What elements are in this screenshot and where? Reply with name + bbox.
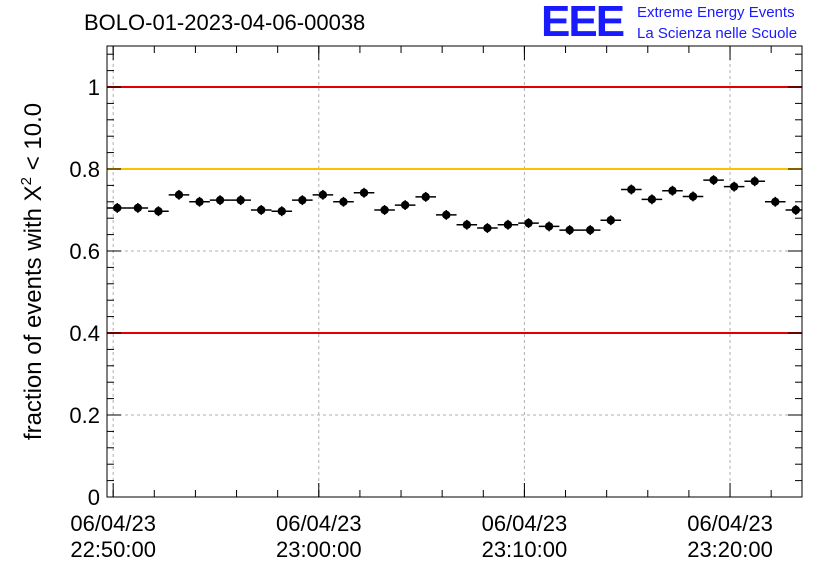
point-marker xyxy=(277,207,286,216)
data-point xyxy=(250,205,272,215)
data-point xyxy=(785,205,802,215)
y-tick-label: 0.4 xyxy=(69,321,100,346)
point-marker xyxy=(215,195,225,205)
y-tick-label: 0.2 xyxy=(69,403,100,428)
point-marker xyxy=(729,182,739,191)
data-point xyxy=(209,195,231,206)
plot-frame xyxy=(106,45,803,498)
y-tick-label: 0.8 xyxy=(69,157,100,182)
data-point xyxy=(435,210,457,220)
chart-title: BOLO-01-2023-04-06-00038 xyxy=(84,10,366,35)
data-point xyxy=(518,218,539,229)
point-marker xyxy=(380,205,389,215)
logo-line-2: La Scienza nelle Scuole xyxy=(637,25,798,42)
x-tick-label-date: 06/04/23 xyxy=(70,511,156,536)
point-marker xyxy=(318,190,328,200)
x-tick-label-time: 23:20:00 xyxy=(687,537,773,562)
point-marker xyxy=(791,205,801,215)
point-marker xyxy=(771,197,780,206)
data-point xyxy=(621,184,642,195)
data-point xyxy=(168,189,190,200)
data-point xyxy=(477,223,498,233)
point-marker xyxy=(462,220,472,229)
data-point xyxy=(456,219,478,230)
data-point xyxy=(538,221,560,232)
data-point xyxy=(292,195,313,206)
data-point xyxy=(333,196,354,207)
point-marker xyxy=(359,188,369,197)
x-tick-label-time: 22:50:00 xyxy=(70,537,156,562)
data-point xyxy=(230,195,251,206)
data-point xyxy=(127,203,149,213)
data-point xyxy=(374,205,395,215)
point-marker xyxy=(668,186,677,195)
data-point xyxy=(703,175,724,185)
eee-logo: EEE Extreme Energy Events La Scienza nel… xyxy=(541,0,831,46)
point-marker xyxy=(565,225,574,235)
point-marker xyxy=(544,222,554,231)
point-marker xyxy=(195,197,204,206)
data-points xyxy=(107,175,802,236)
data-point xyxy=(662,185,683,196)
y-tick-label: 0 xyxy=(88,485,100,510)
x-tick-label-date: 06/04/23 xyxy=(276,511,362,536)
point-marker xyxy=(400,200,410,210)
y-tick-label: 0.6 xyxy=(69,239,100,264)
point-marker xyxy=(339,197,348,206)
eee-logo-mark: EEE xyxy=(541,0,625,46)
axis-ticks xyxy=(107,46,802,498)
data-point xyxy=(641,194,663,205)
data-point xyxy=(394,200,416,210)
y-axis-title-main: fraction of events with X xyxy=(20,185,47,440)
x-tick-label-time: 23:00:00 xyxy=(276,537,362,562)
data-point xyxy=(682,191,704,202)
data-point xyxy=(312,189,334,200)
data-point xyxy=(271,206,293,217)
data-point xyxy=(189,196,210,207)
point-marker xyxy=(133,203,143,213)
grid xyxy=(107,46,802,497)
data-point xyxy=(744,176,765,187)
data-point xyxy=(497,219,519,230)
x-tick-label-date: 06/04/23 xyxy=(687,511,773,536)
y-axis-title-superscript: 2 xyxy=(18,177,35,185)
point-marker xyxy=(257,205,266,215)
x-tick-labels: 06/04/2322:50:0006/04/2323:00:0006/04/23… xyxy=(70,511,773,562)
y-tick-label: 1 xyxy=(88,75,100,100)
data-point xyxy=(353,187,375,198)
data-point xyxy=(559,225,580,236)
point-marker xyxy=(647,195,657,204)
x-tick-label-date: 06/04/23 xyxy=(482,511,568,536)
point-marker xyxy=(483,223,492,233)
data-point xyxy=(764,196,786,207)
point-marker xyxy=(113,203,122,213)
reference-lines xyxy=(107,86,802,334)
point-marker xyxy=(606,216,615,225)
data-point xyxy=(107,203,128,213)
logo-line-1: Extreme Energy Events xyxy=(637,4,795,21)
y-axis-title-tail: < 10.0 xyxy=(20,103,47,177)
y-axis-title: fraction of events with X2 < 10.0 xyxy=(18,103,47,440)
data-point xyxy=(600,215,622,226)
point-marker xyxy=(298,195,307,205)
x-tick-label-time: 23:10:00 xyxy=(482,537,568,562)
point-marker xyxy=(688,192,698,201)
point-marker xyxy=(421,192,430,202)
point-marker xyxy=(586,225,595,235)
point-marker xyxy=(709,175,718,185)
point-marker xyxy=(154,207,163,216)
point-marker xyxy=(236,195,245,205)
point-marker xyxy=(442,210,451,220)
point-marker xyxy=(524,218,533,228)
point-marker xyxy=(750,177,759,186)
y-tick-labels: 0 0.2 0.4 0.6 0.8 1 xyxy=(69,75,100,510)
point-marker xyxy=(174,190,184,200)
data-point xyxy=(723,181,745,192)
data-point xyxy=(579,225,601,236)
point-marker xyxy=(627,185,636,194)
point-marker xyxy=(503,220,513,229)
data-point xyxy=(415,191,436,202)
data-point xyxy=(148,206,169,217)
